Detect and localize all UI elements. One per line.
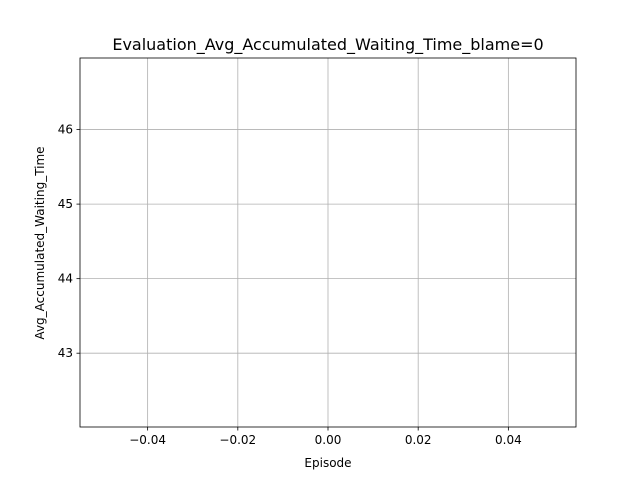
- x-tick-label: −0.04: [129, 433, 166, 447]
- chart-title: Evaluation_Avg_Accumulated_Waiting_Time_…: [112, 35, 543, 55]
- x-tick-label: 0.04: [495, 433, 522, 447]
- y-axis-label: Avg_Accumulated_Waiting_Time: [33, 146, 47, 339]
- x-tick-label: 0.02: [405, 433, 432, 447]
- x-tick-label: 0.00: [315, 433, 342, 447]
- x-axis-label: Episode: [304, 456, 351, 470]
- grid: [80, 58, 576, 427]
- y-tick-label: 44: [58, 272, 73, 286]
- plot-frame: [79, 57, 577, 428]
- ticks: −0.04 −0.02 0.00 0.02 0.04 43 44 45 46: [58, 123, 522, 447]
- x-tick-label: −0.02: [219, 433, 256, 447]
- y-tick-label: 45: [58, 197, 73, 211]
- y-tick-label: 43: [58, 346, 73, 360]
- y-tick-label: 46: [58, 123, 73, 137]
